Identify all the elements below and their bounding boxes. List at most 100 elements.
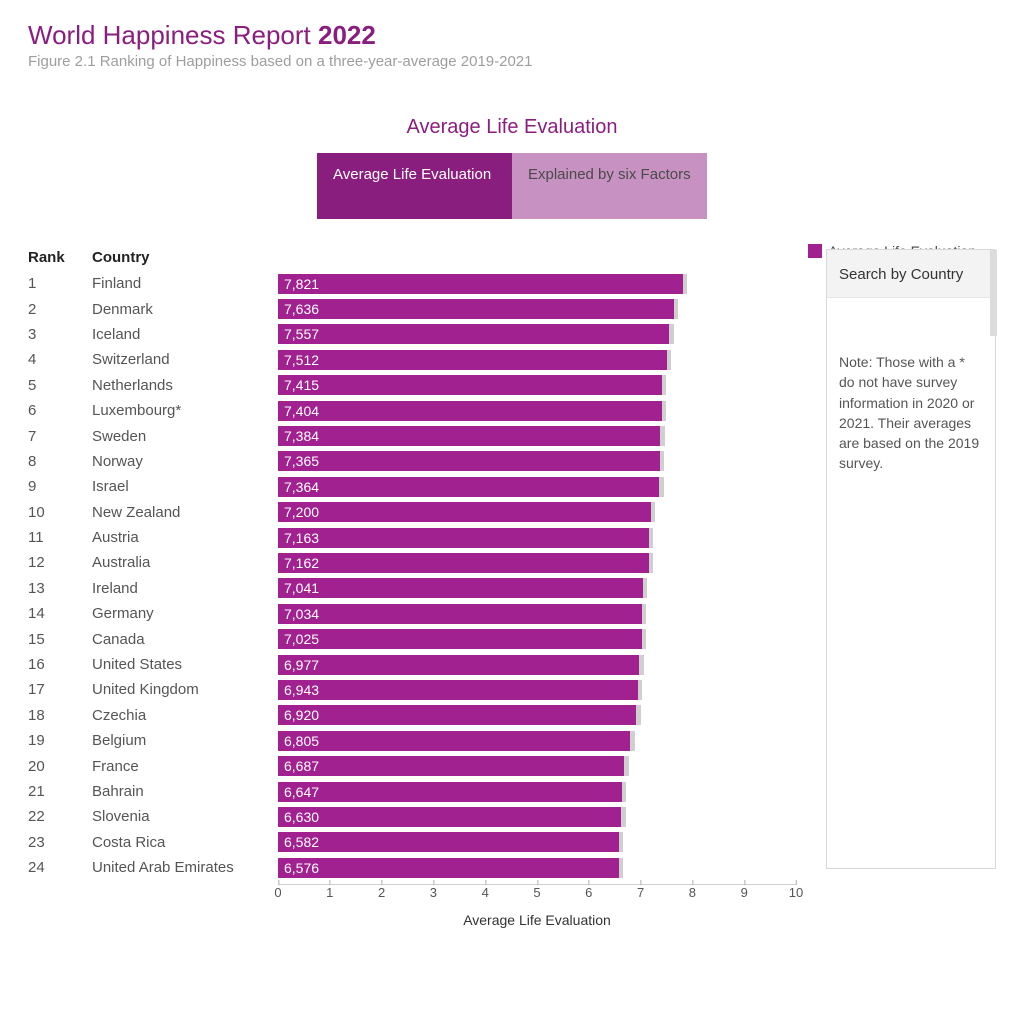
bar-value-label: 7,404 [284,401,319,421]
country-cell: France [92,753,268,778]
bar-fill[interactable] [278,553,649,573]
bar-fill[interactable] [278,451,660,471]
country-cell: Israel [92,474,268,499]
tab-explained-by-six-factors[interactable]: Explained by six Factors [512,153,707,219]
tab-average-life-evaluation[interactable]: Average Life Evaluation [317,153,512,219]
x-axis-label: Average Life Evaluation [278,912,796,928]
country-cell: Czechia [92,703,268,728]
bar-fill[interactable] [278,705,636,725]
country-cell: Ireland [92,576,268,601]
bar-fill[interactable] [278,731,630,751]
bar-fill[interactable] [278,375,662,395]
rank-cell: 18 [28,703,82,728]
bar-row: 6,647 [278,779,796,804]
country-cell: Belgium [92,728,268,753]
rank-cell: 12 [28,550,82,575]
bar-fill[interactable] [278,274,683,294]
bar-value-label: 7,557 [284,324,319,344]
bar-row: 7,163 [278,525,796,550]
country-cell: Sweden [92,423,268,448]
bar-fill[interactable] [278,426,660,446]
bar-row: 6,582 [278,830,796,855]
rank-cell: 2 [28,296,82,321]
x-tick: 4 [482,885,489,900]
bar-row: 7,512 [278,347,796,372]
bar-value-label: 6,943 [284,680,319,700]
x-tick: 10 [789,885,803,900]
country-cell: Slovenia [92,804,268,829]
bar-fill[interactable] [278,324,669,344]
country-cell: Germany [92,601,268,626]
bar-row: 6,805 [278,728,796,753]
x-tick: 3 [430,885,437,900]
bar-value-label: 7,163 [284,528,319,548]
scrollbar-thumb[interactable] [990,250,997,336]
bar-fill[interactable] [278,782,622,802]
bar-row: 6,943 [278,677,796,702]
bar-fill[interactable] [278,604,642,624]
bar-value-label: 6,576 [284,858,319,878]
bar-value-label: 7,200 [284,502,319,522]
bar-fill[interactable] [278,680,638,700]
page-title: World Happiness Report 2022 [28,20,996,51]
bar-value-label: 7,364 [284,477,319,497]
x-axis: 012345678910 [278,884,796,908]
rank-cell: 22 [28,804,82,829]
bar-row: 7,025 [278,626,796,651]
rank-cell: 24 [28,855,82,880]
x-tick: 1 [326,885,333,900]
bar-value-label: 6,920 [284,705,319,725]
bar-row: 7,365 [278,449,796,474]
footnote: Note: Those with a * do not have survey … [827,298,995,868]
column-header-rank: Rank [28,249,82,271]
bar-fill[interactable] [278,350,667,370]
section-title: Average Life Evaluation [28,116,996,139]
country-cell: Netherlands [92,373,268,398]
search-by-country[interactable]: Search by Country [827,250,995,298]
bar-row: 6,920 [278,703,796,728]
bar-fill[interactable] [278,629,642,649]
country-cell: Austria [92,525,268,550]
x-tick: 0 [274,885,281,900]
x-tick: 7 [637,885,644,900]
rank-cell: 21 [28,779,82,804]
bar-fill[interactable] [278,858,619,878]
bar-value-label: 6,977 [284,655,319,675]
bar-fill[interactable] [278,299,674,319]
bar-value-label: 7,512 [284,350,319,370]
country-cell: Australia [92,550,268,575]
bar-fill[interactable] [278,502,651,522]
country-cell: Canada [92,626,268,651]
column-header-country: Country [92,249,268,271]
bar-value-label: 6,630 [284,807,319,827]
bar-value-label: 7,034 [284,604,319,624]
x-tick: 6 [585,885,592,900]
rank-cell: 14 [28,601,82,626]
bar-fill[interactable] [278,578,643,598]
bar-chart: Average Life Evaluation 7,8217,6367,5577… [278,249,796,928]
country-cell: Finland [92,271,268,296]
bar-fill[interactable] [278,756,624,776]
rank-cell: 15 [28,626,82,651]
x-tick: 9 [741,885,748,900]
bar-row: 7,364 [278,474,796,499]
rank-cell: 6 [28,398,82,423]
country-cell: Iceland [92,322,268,347]
bar-fill[interactable] [278,401,662,421]
bar-fill[interactable] [278,655,639,675]
view-tabs: Average Life Evaluation Explained by six… [28,153,996,219]
bar-value-label: 7,415 [284,375,319,395]
bar-fill[interactable] [278,832,619,852]
bar-row: 7,162 [278,550,796,575]
bar-fill[interactable] [278,807,621,827]
bar-fill[interactable] [278,477,659,497]
rank-cell: 19 [28,728,82,753]
rank-cell: 23 [28,830,82,855]
rank-cell: 13 [28,576,82,601]
rank-cell: 3 [28,322,82,347]
country-cell: Bahrain [92,779,268,804]
bar-fill[interactable] [278,528,649,548]
rank-cell: 4 [28,347,82,372]
country-cell: Norway [92,449,268,474]
bar-row: 7,041 [278,576,796,601]
